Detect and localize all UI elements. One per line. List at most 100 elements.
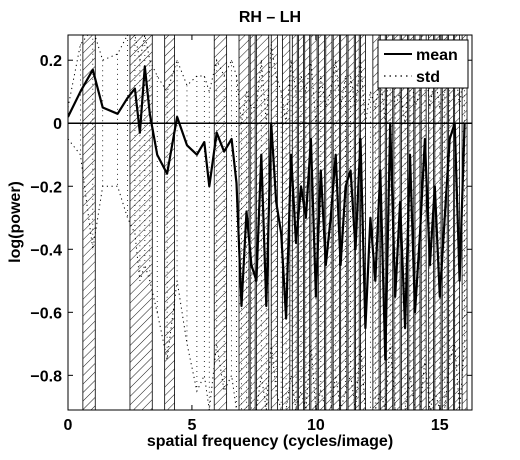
y-tick-label: −0.6 <box>30 305 62 322</box>
x-tick-label: 15 <box>431 417 449 434</box>
mean-point <box>230 138 233 140</box>
significance-band <box>304 35 311 410</box>
mean-point <box>196 153 198 156</box>
mean-point <box>354 248 357 251</box>
significance-band <box>129 35 153 410</box>
mean-point <box>79 90 82 93</box>
mean-point <box>139 131 141 134</box>
mean-point <box>280 232 282 235</box>
significance-band <box>448 35 454 410</box>
mean-point <box>344 185 347 188</box>
mean-point <box>364 327 367 329</box>
mean-point <box>310 138 312 140</box>
x-tick-label: 5 <box>187 417 196 434</box>
mean-point <box>458 279 461 282</box>
significance-band <box>164 35 175 410</box>
significance-band <box>461 35 468 410</box>
mean-point <box>409 153 411 156</box>
significance-band <box>270 35 278 410</box>
mean-point <box>240 305 243 307</box>
mean-point <box>166 172 168 175</box>
significance-band <box>372 35 380 410</box>
mean-point <box>339 264 342 266</box>
mean-point <box>379 169 382 172</box>
mean-point <box>156 153 159 156</box>
mean-point <box>349 169 352 172</box>
x-tick-label: 0 <box>64 417 73 434</box>
significance-band <box>249 35 256 410</box>
mean-point <box>101 106 104 109</box>
mean-point <box>176 116 178 118</box>
mean-point <box>250 264 253 266</box>
significance-bands <box>82 35 468 410</box>
mean-point <box>384 358 387 361</box>
mean-point <box>389 122 392 125</box>
y-axis-label: log(power) <box>7 181 24 263</box>
significance-band <box>213 35 228 410</box>
mean-point <box>260 153 263 156</box>
mean-point <box>374 279 377 282</box>
y-tick-label: −0.4 <box>30 242 62 259</box>
mean-point <box>429 264 431 266</box>
mean-point <box>334 153 337 156</box>
mean-point <box>399 201 401 203</box>
plot-frame <box>67 34 473 411</box>
legend: mean std <box>377 39 469 89</box>
mean-point <box>148 112 151 115</box>
mean-point <box>285 317 287 320</box>
y-tick-label: 0 <box>53 116 62 133</box>
mean-point <box>305 216 307 219</box>
mean-point <box>359 138 362 140</box>
mean-point <box>144 65 146 68</box>
mean-point <box>404 327 406 329</box>
mean-point <box>453 122 456 125</box>
y-tick-label: −0.2 <box>30 179 62 196</box>
mean-point <box>290 153 292 156</box>
mean-point <box>438 295 441 298</box>
mean-point <box>215 131 218 134</box>
mean-point <box>369 216 372 219</box>
significance-band <box>82 35 96 410</box>
mean-point <box>414 311 416 314</box>
y-tick-label: −0.8 <box>30 368 62 385</box>
mean-point <box>245 210 248 213</box>
mean-point <box>186 144 188 147</box>
mean-point <box>320 169 322 172</box>
mean-point <box>419 232 421 235</box>
mean-point <box>116 112 119 115</box>
mean-point <box>235 182 238 184</box>
y-tick-label: 0.2 <box>40 53 62 70</box>
mean-point <box>91 68 94 71</box>
mean-point <box>324 264 327 266</box>
legend-box <box>377 39 469 89</box>
mean-point <box>295 242 297 244</box>
mean-point <box>265 305 268 307</box>
mean-point <box>424 138 426 140</box>
x-axis: 0 5 10 15 <box>64 35 449 434</box>
mean-series <box>68 65 466 361</box>
mean-point <box>203 141 206 143</box>
mean-point <box>223 150 225 153</box>
significance-band <box>400 35 408 410</box>
chart-title: RH – LH <box>239 9 301 26</box>
x-axis-label: spatial frequency (cycles/image) <box>147 433 393 450</box>
legend-std-label: std <box>416 69 440 86</box>
mean-point <box>126 97 129 99</box>
x-tick-label: 10 <box>307 417 325 434</box>
mean-point <box>448 138 451 140</box>
significance-band <box>414 35 421 410</box>
mean-point <box>434 185 436 188</box>
mean-point <box>275 201 277 203</box>
mean-point <box>394 295 396 298</box>
mean-point <box>270 122 273 125</box>
mean-point <box>255 279 258 282</box>
significance-band <box>434 35 442 410</box>
mean-point <box>329 216 332 219</box>
significance-band <box>420 35 427 410</box>
mean-point <box>300 185 302 188</box>
y-axis: 0.2 0 −0.2 −0.4 −0.6 −0.8 <box>30 53 472 385</box>
mean-point <box>134 87 136 90</box>
mean-point <box>315 295 317 298</box>
mean-point <box>443 216 446 219</box>
